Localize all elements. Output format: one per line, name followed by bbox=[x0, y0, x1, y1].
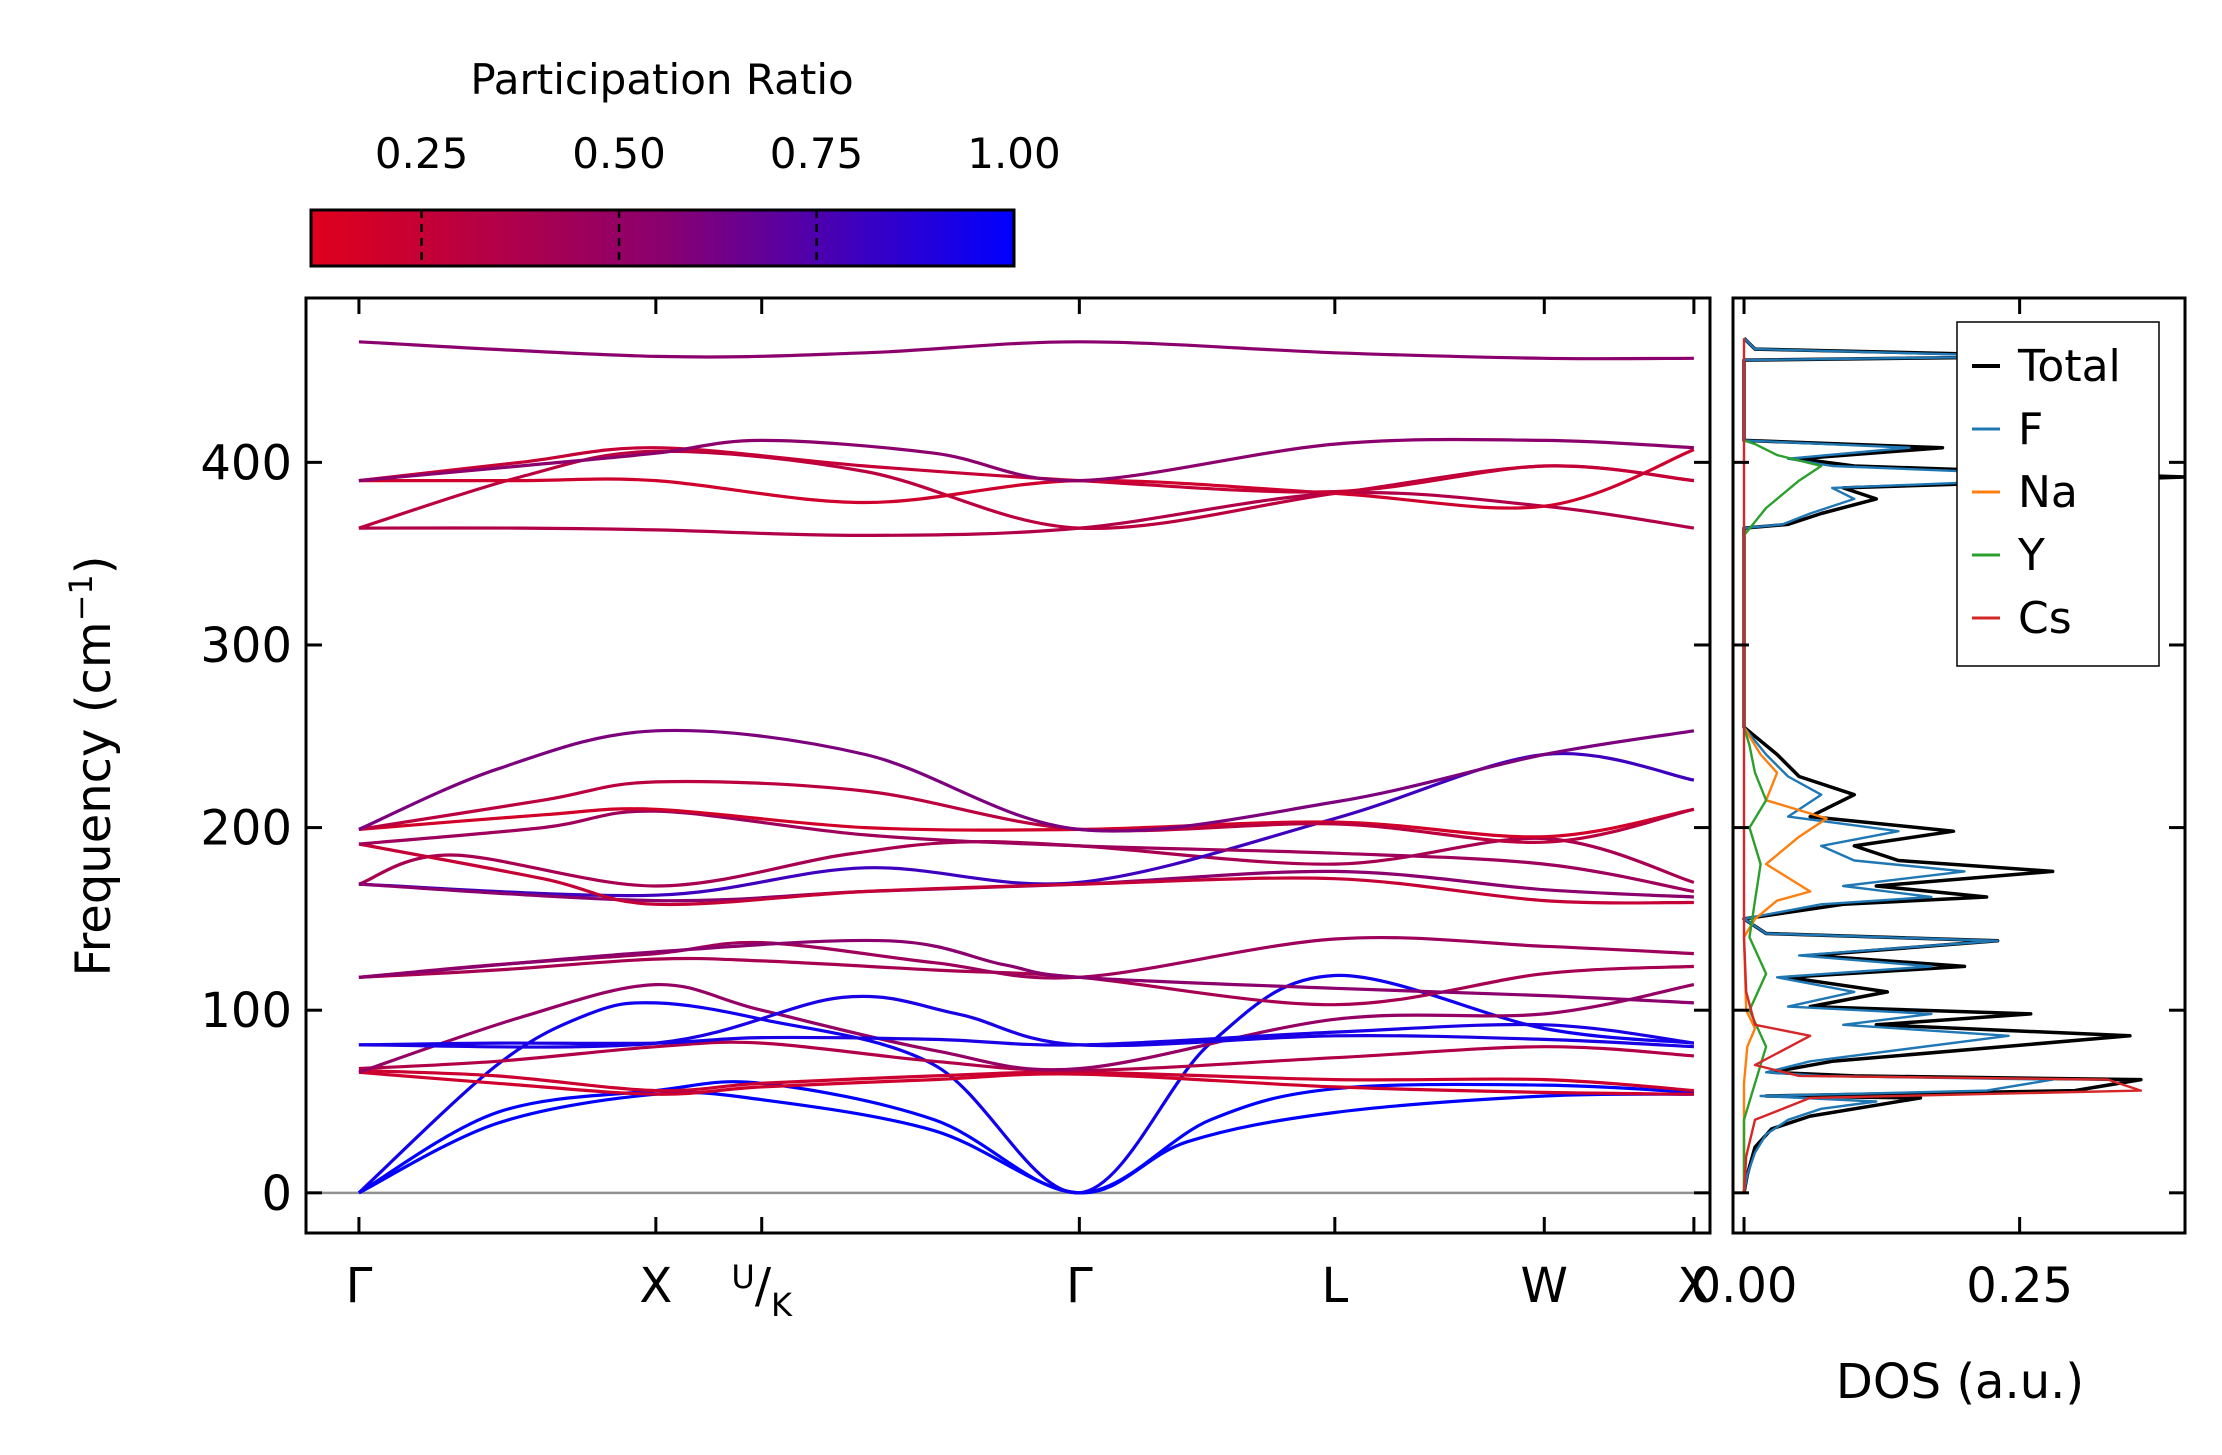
dos-axes-frame bbox=[1731, 296, 2187, 1235]
legend-label-y: Y bbox=[2017, 530, 2045, 581]
dos-x-axis-label: DOS (a.u.) bbox=[1836, 1354, 2084, 1410]
phonon-band-band-9 bbox=[358, 994, 1694, 1049]
phonon-band-band-6 bbox=[358, 1040, 1695, 1073]
colorbar-tick-label: 0.50 bbox=[572, 129, 666, 178]
band-y-ticks: 0 100 200 300 400 bbox=[200, 435, 1710, 1222]
kpoint-label: X bbox=[639, 1258, 672, 1314]
phonon-band-band-24 bbox=[358, 446, 1695, 494]
dos-curve-cs bbox=[1742, 338, 2143, 1193]
band-structure-panel: 0 100 200 300 400 Γ X U/K Γ L W X Frequency (cm−1) bbox=[62, 296, 1712, 1324]
phonon-band-band-8 bbox=[358, 1022, 1695, 1047]
phonon-band-band-5 bbox=[358, 1068, 1695, 1093]
kpoint-label: Γ bbox=[1066, 1258, 1093, 1314]
y-axis-label: Frequency (cm−1) bbox=[62, 555, 122, 976]
kpoint-label: W bbox=[1521, 1258, 1568, 1314]
legend-label-cs: Cs bbox=[2018, 593, 2072, 644]
phonon-band-band-26 bbox=[358, 340, 1694, 361]
phonon-bands bbox=[357, 340, 1695, 1195]
phonon-band-acoustic-1 bbox=[358, 1090, 1694, 1195]
kpoint-label: U/K bbox=[731, 1258, 793, 1324]
phonon-band-band-18 bbox=[358, 807, 1695, 839]
legend-label-total: Total bbox=[2017, 341, 2121, 392]
colorbar-ticks: 0.25 0.50 0.75 1.00 bbox=[375, 129, 1061, 266]
band-ytick-label: 100 bbox=[200, 983, 292, 1039]
phonon-band-band-4 bbox=[358, 1070, 1694, 1096]
band-ytick-label: 0 bbox=[261, 1166, 292, 1222]
phonon-band-band-13 bbox=[358, 836, 1695, 888]
dos-curve-y bbox=[1742, 439, 1823, 1193]
phonon-band-band-20 bbox=[358, 728, 1695, 833]
legend-label-na: Na bbox=[2018, 467, 2078, 518]
phonon-band-band-19 bbox=[358, 779, 1695, 845]
colorbar-tick-label: 0.75 bbox=[770, 129, 864, 178]
phonon-band-band-10 bbox=[358, 956, 1694, 1007]
colorbar: Participation Ratio 0.25 0.50 0.75 1.00 bbox=[309, 55, 1061, 268]
band-ytick-label: 400 bbox=[200, 435, 292, 491]
phonon-band-band-17 bbox=[358, 809, 1695, 894]
band-kpoint-labels: Γ X U/K Γ L W X bbox=[346, 298, 1710, 1324]
kpoint-label: X bbox=[1677, 1258, 1710, 1314]
phonon-band-band-23 bbox=[358, 448, 1695, 510]
band-axes-frame bbox=[304, 296, 1712, 1235]
phonon-band-band-21 bbox=[358, 491, 1695, 538]
kpoint-label: L bbox=[1321, 1258, 1348, 1314]
dos-xtick-label: 0.25 bbox=[1966, 1258, 2073, 1314]
colorbar-tick-label: 1.00 bbox=[967, 129, 1061, 178]
colorbar-title: Participation Ratio bbox=[470, 55, 853, 104]
dos-panel: 0.00 0.25 DOS (a.u.) Total F Na Y Cs bbox=[1691, 296, 2187, 1410]
phonon-band-band-16 bbox=[358, 842, 1694, 907]
legend-box bbox=[1956, 321, 2160, 667]
phonon-band-band-11 bbox=[358, 935, 1694, 980]
dos-x-ticks: 0.00 0.25 bbox=[1691, 298, 2073, 1314]
phonon-band-acoustic-2 bbox=[358, 1080, 1694, 1195]
kpoint-label: Γ bbox=[346, 1258, 373, 1314]
band-ytick-label: 300 bbox=[200, 618, 292, 674]
band-ytick-label: 200 bbox=[200, 801, 292, 857]
legend-label-f: F bbox=[2018, 404, 2043, 455]
phonon-band-band-7 bbox=[358, 982, 1695, 1074]
phonon-band-band-25 bbox=[358, 437, 1694, 483]
dos-curve-na bbox=[1742, 726, 1828, 1193]
colorbar-tick-label: 0.25 bbox=[375, 129, 469, 178]
colorbar-gradient bbox=[309, 208, 1016, 268]
dos-xtick-label: 0.00 bbox=[1691, 1258, 1798, 1314]
dos-legend: Total F Na Y Cs bbox=[1956, 321, 2160, 667]
dos-y-ticks bbox=[1733, 460, 2185, 1195]
phonon-band-band-12 bbox=[358, 938, 1694, 1005]
